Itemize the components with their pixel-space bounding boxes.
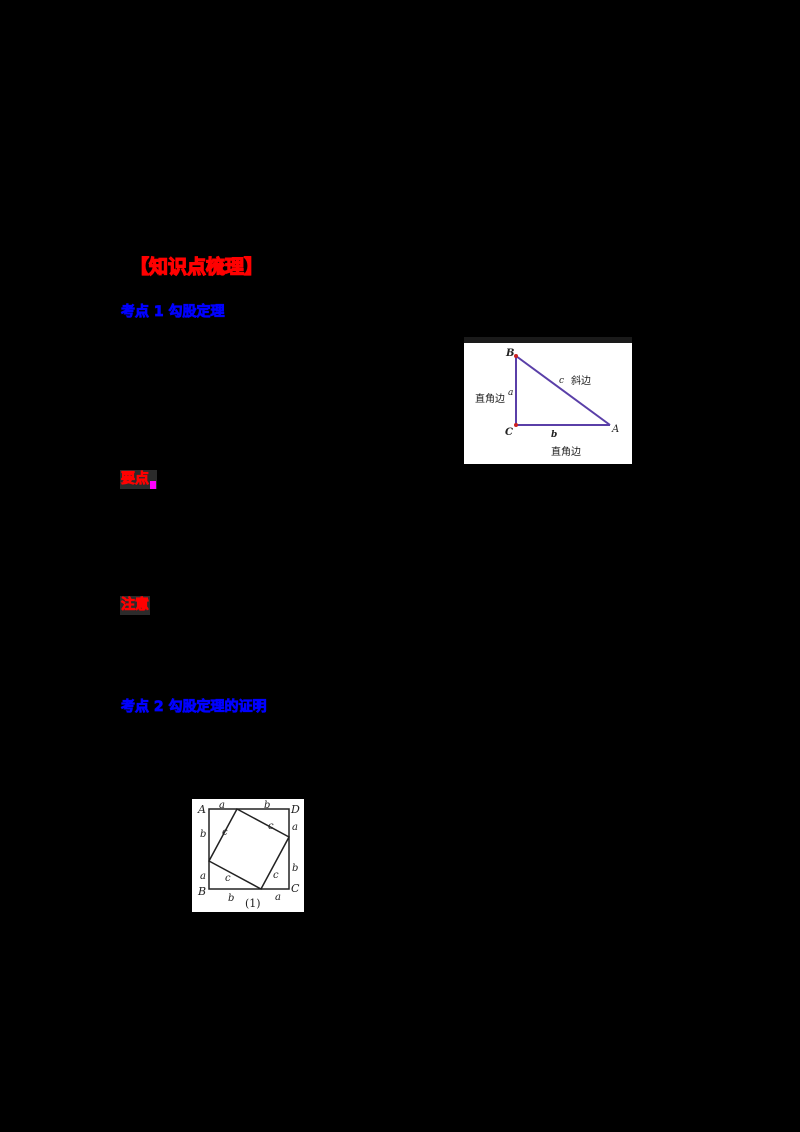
svg-text:b: b [292,863,298,874]
square-proof-figure: A D B C a b a b b a b a c c c c (1) [192,799,304,912]
side-a-label: a [508,388,513,398]
vertex-c-label: C [505,427,513,438]
svg-text:c: c [273,870,279,881]
section-title: 【知识点梳理】 [128,254,266,281]
svg-text:a: a [200,871,206,882]
svg-text:a: a [275,892,281,903]
right-triangle-diagram: B C A a b c 斜边 直角边 直角边 [464,337,632,458]
svg-text:a: a [219,800,225,811]
vertex-b-label: B [505,348,514,359]
note-label-text: 要点 [121,471,150,488]
vertex-a-label: A [611,424,619,435]
svg-text:b: b [228,893,234,904]
svg-text:(1): (1) [245,897,261,910]
marker-dot [150,481,156,489]
vertical-leg-label: 直角边 [475,392,505,405]
right-triangle-figure: B C A a b c 斜边 直角边 直角边 [464,337,632,464]
svg-text:B: B [197,885,206,898]
svg-text:c: c [222,827,228,838]
side-b-label: b [551,430,557,440]
svg-text:C: C [291,882,300,895]
key-point-2-heading: 考点 2 勾股定理的证明 [120,697,268,717]
svg-text:a: a [292,822,298,833]
hypotenuse-label: 斜边 [571,374,591,387]
svg-text:c: c [268,821,274,832]
svg-text:c: c [225,873,231,884]
key-point-1-heading: 考点 1 勾股定理 [120,302,226,322]
note-label: 要点 [120,470,157,489]
svg-text:D: D [290,803,300,816]
note-label-2: 注意 [120,596,150,615]
svg-text:A: A [197,803,206,816]
square-proof-diagram: A D B C a b a b b a b a c c c c (1) [197,800,300,910]
svg-text:b: b [264,800,270,811]
side-c-label: c [559,376,564,386]
svg-text:b: b [200,829,206,840]
horizontal-leg-label: 直角边 [551,445,581,458]
